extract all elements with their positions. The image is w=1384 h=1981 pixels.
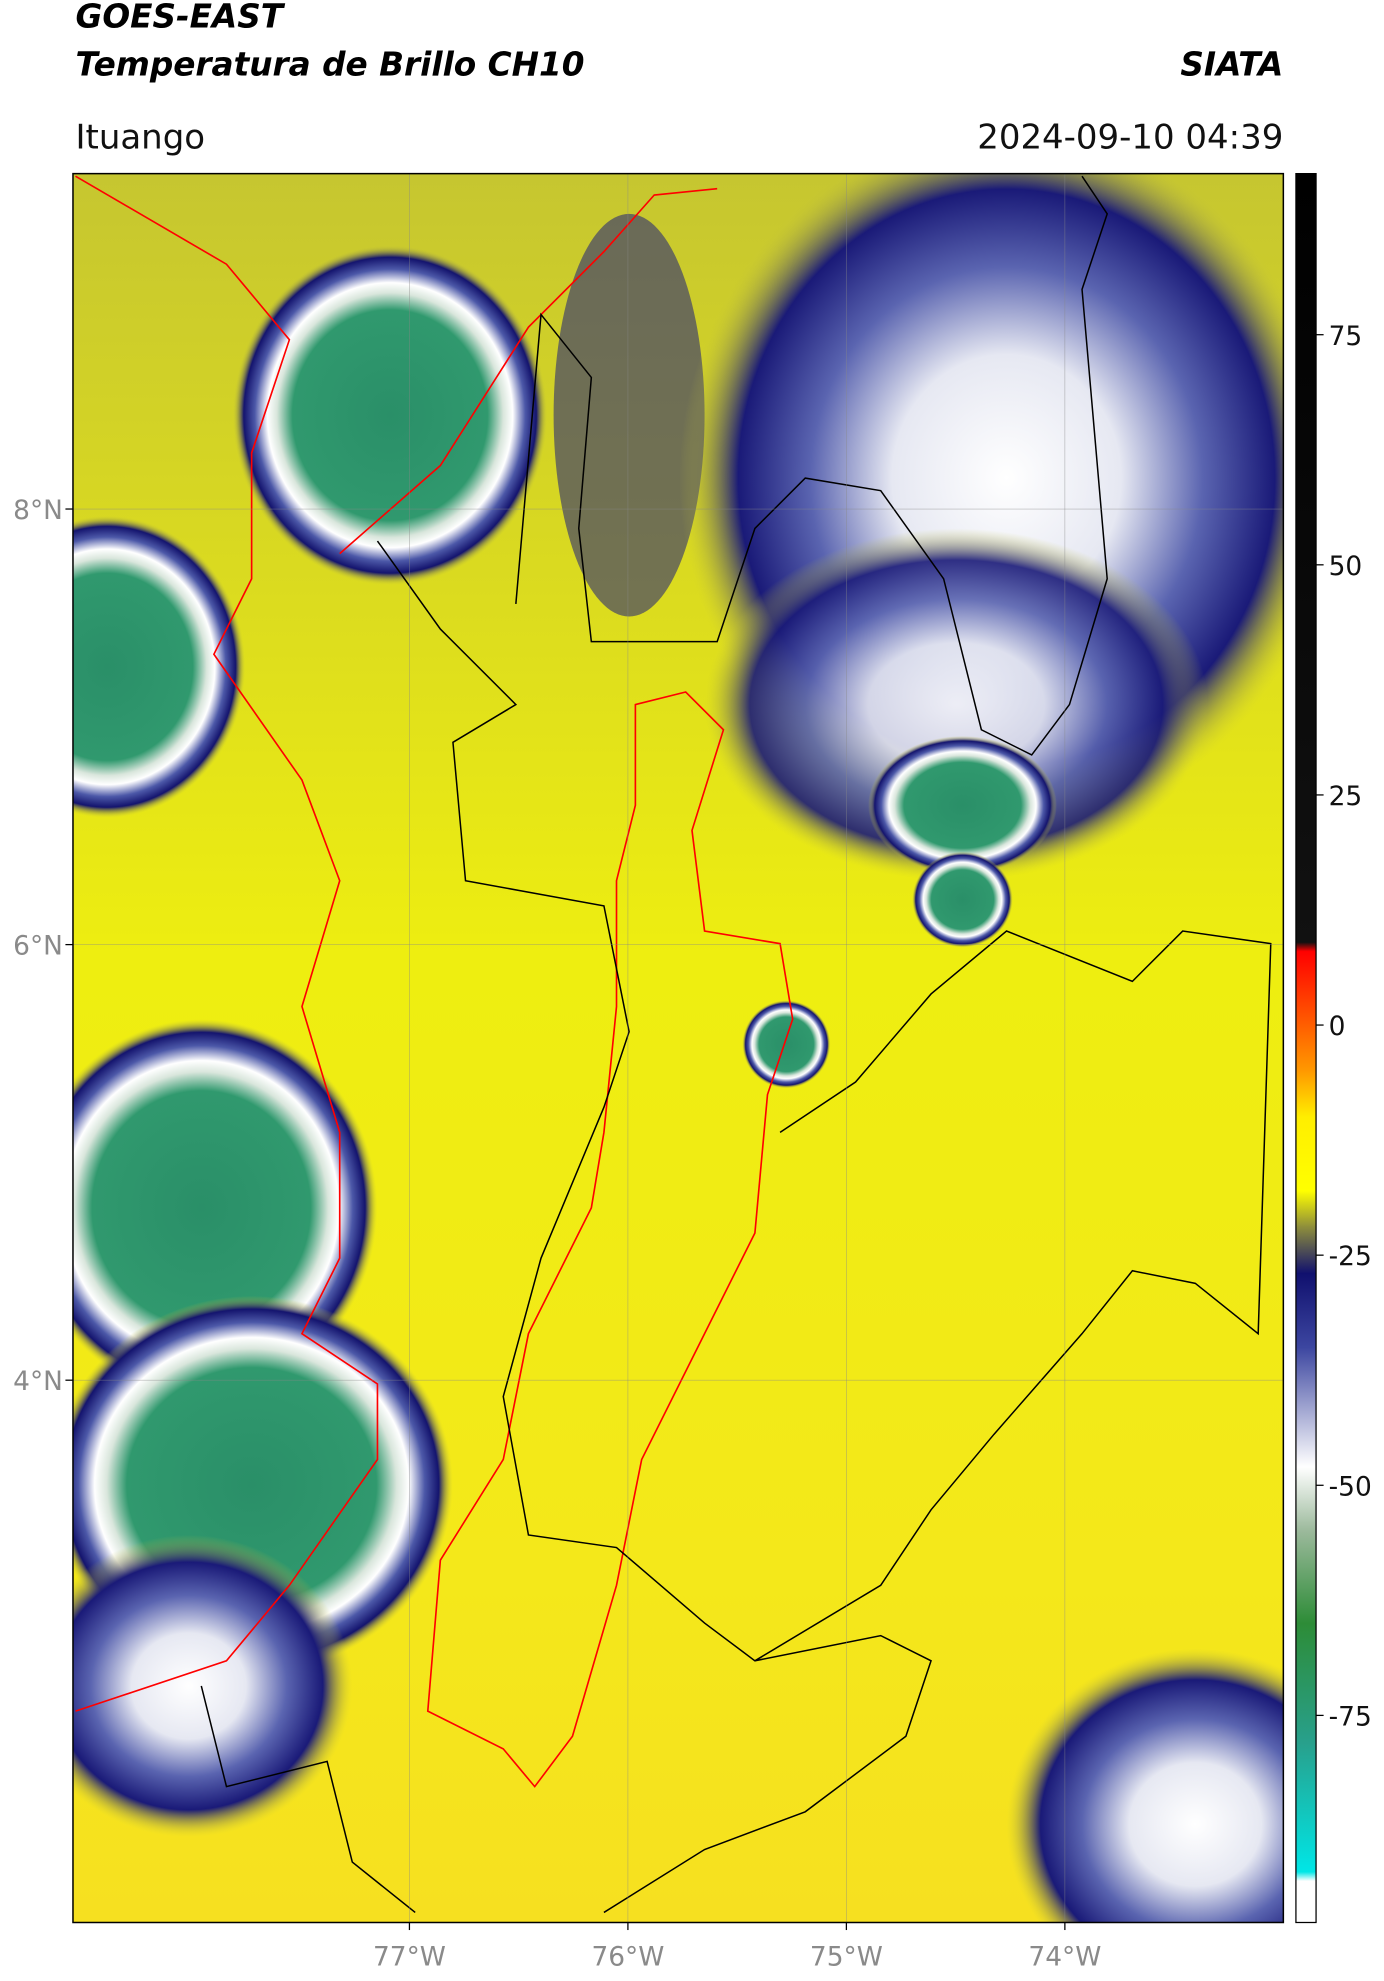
colorbar-tick-label: 50 (1329, 551, 1363, 582)
axes: 77°W 76°W 75°W 74°W 8°N 6°N 4°N (13, 173, 1284, 1972)
source: SIATA (1180, 45, 1283, 83)
subtitle: Temperatura de Brillo CH10 (75, 45, 584, 83)
y-tick-label: 6°N (13, 931, 63, 962)
x-tick-label: 76°W (591, 1941, 664, 1972)
cloud (742, 1000, 831, 1089)
cloud (868, 736, 1057, 875)
colorbar (1295, 172, 1317, 1924)
colorbar-tick-label: -25 (1329, 1241, 1372, 1272)
map-frame (72, 172, 1285, 1924)
datetime: 2024-09-10 04:39 (977, 117, 1283, 157)
border (754, 930, 1272, 1662)
colorbar-tick-label: 75 (1329, 321, 1363, 352)
x-tick-label: 77°W (373, 1941, 446, 1972)
cloud (72, 515, 246, 818)
y-tick-label: 8°N (13, 495, 63, 526)
basin-outline (426, 691, 794, 1788)
colorbar-tick-label: -75 (1329, 1701, 1372, 1732)
cloud (72, 1535, 353, 1837)
title: GOES-EAST (75, 0, 285, 36)
cloud (912, 851, 1013, 948)
coastline (75, 175, 379, 1712)
colorbar-tick-label: 25 (1329, 781, 1363, 812)
cloud (553, 213, 705, 617)
colorbar-tick-label: -50 (1329, 1471, 1372, 1502)
cloud (1006, 1648, 1284, 1923)
location: Ituango (75, 117, 205, 157)
border (515, 175, 1109, 756)
y-tick-label: 4°N (13, 1366, 63, 1397)
map-imagery (72, 173, 1284, 1923)
border (200, 1685, 416, 1914)
border (339, 187, 718, 555)
colorbar-tick-label: 0 (1329, 1011, 1346, 1042)
border (376, 540, 932, 1914)
cloud (232, 245, 548, 586)
x-tick-label: 74°W (1028, 1941, 1101, 1972)
x-tick-label: 75°W (810, 1941, 883, 1972)
cloud (704, 528, 1208, 881)
